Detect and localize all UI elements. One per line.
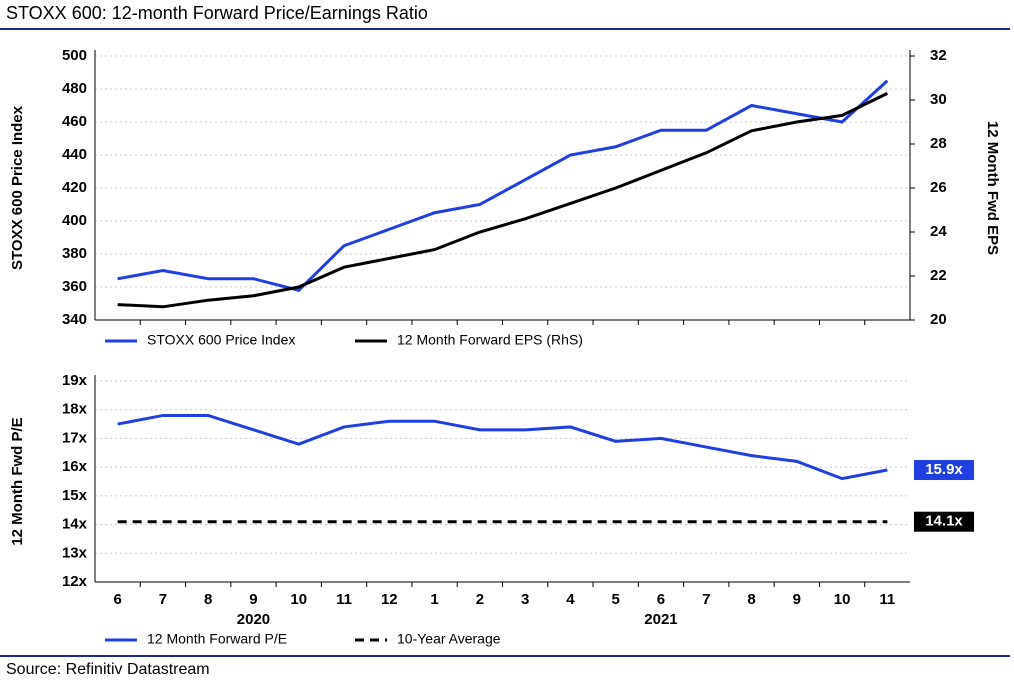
y-tick-label: 480 — [62, 80, 87, 97]
y-tick-label: 13x — [62, 544, 88, 561]
y-tick-label: 500 — [62, 47, 87, 64]
x-tick-label: 4 — [566, 591, 575, 608]
x-tick-label: 10 — [290, 591, 307, 608]
series-line — [117, 79, 889, 292]
legend-label: 12 Month Forward P/E — [147, 631, 287, 647]
source: Source: Refinitiv Datastream — [6, 661, 210, 678]
end-label: 15.9x — [925, 461, 963, 478]
x-tick-label: 8 — [204, 591, 212, 608]
y-tick-label: 420 — [62, 179, 87, 196]
x-tick-label: 7 — [702, 591, 710, 608]
x-tick-label: 5 — [612, 591, 620, 608]
x-tick-label: 7 — [159, 591, 167, 608]
end-label: 14.1x — [925, 513, 963, 530]
y-tick-label: 17x — [62, 429, 88, 446]
y-axis-label: STOXX 600 Price Index — [9, 105, 26, 270]
x-tick-label: 11 — [336, 591, 352, 608]
x-tick-label: 3 — [521, 591, 529, 608]
legend-label: 10-Year Average — [397, 631, 501, 647]
y2-tick-label: 30 — [930, 91, 947, 108]
x-tick-label: 2 — [476, 591, 484, 608]
y-tick-label: 15x — [62, 487, 88, 504]
x-tick-label: 1 — [430, 591, 438, 608]
y-axis-label: 12 Month Fwd P/E — [9, 417, 26, 545]
series-line — [117, 92, 889, 309]
legend-label: 12 Month Forward EPS (RhS) — [397, 332, 583, 348]
y-tick-label: 440 — [62, 146, 87, 163]
y2-tick-label: 28 — [930, 135, 947, 152]
y2-tick-label: 22 — [930, 267, 947, 284]
x-tick-label: 6 — [113, 591, 121, 608]
y2-tick-label: 20 — [930, 311, 947, 328]
y2-tick-label: 26 — [930, 179, 947, 196]
x-tick-label: 10 — [834, 591, 851, 608]
y-tick-label: 16x — [62, 458, 88, 475]
y-tick-label: 18x — [62, 401, 88, 418]
year-label: 2020 — [237, 611, 270, 628]
y-tick-label: 380 — [62, 245, 87, 262]
y-tick-label: 360 — [62, 278, 87, 295]
y-tick-label: 340 — [62, 311, 87, 328]
x-tick-label: 11 — [879, 591, 895, 608]
end-label-box — [914, 511, 974, 532]
y-tick-label: 12x — [62, 573, 88, 590]
y-tick-label: 19x — [62, 372, 88, 389]
x-tick-label: 9 — [793, 591, 801, 608]
x-tick-label: 6 — [657, 591, 665, 608]
year-label: 2021 — [644, 611, 677, 628]
x-tick-label: 9 — [249, 591, 257, 608]
y-tick-label: 14x — [62, 516, 88, 533]
y-tick-label: 400 — [62, 212, 87, 229]
end-label-box — [914, 460, 974, 481]
x-tick-label: 12 — [381, 591, 398, 608]
legend-label: STOXX 600 Price Index — [147, 332, 295, 348]
y-tick-label: 460 — [62, 113, 87, 130]
y2-tick-label: 32 — [930, 47, 947, 64]
title: STOXX 600: 12-month Forward Price/Earnin… — [6, 3, 428, 23]
y2-axis-label: 12 Month Fwd EPS — [984, 121, 1001, 255]
x-tick-label: 8 — [747, 591, 755, 608]
y2-tick-label: 24 — [930, 223, 947, 240]
series-line — [117, 413, 888, 481]
